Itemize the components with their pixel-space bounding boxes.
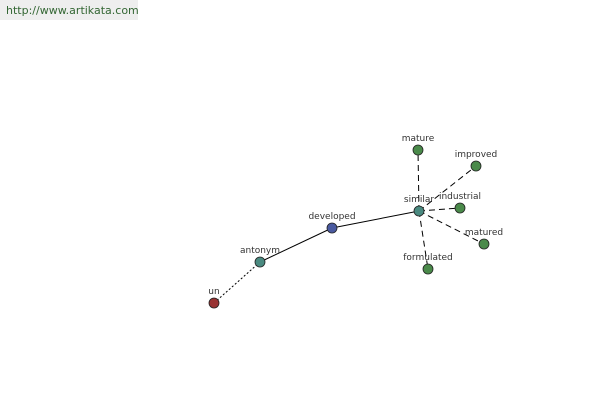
node (454, 202, 466, 214)
edge (418, 165, 477, 212)
edge (417, 149, 420, 212)
node (412, 144, 424, 156)
edge (259, 227, 333, 263)
edge (331, 210, 420, 229)
node-label: improved (455, 150, 498, 160)
node-label: mature (402, 134, 435, 144)
edge (213, 261, 261, 304)
node-label: antonym (240, 246, 280, 256)
node (254, 256, 266, 268)
node-label: matured (465, 228, 503, 238)
edge (418, 207, 461, 212)
edge (418, 210, 485, 245)
node (478, 238, 490, 250)
node (326, 222, 338, 234)
node-label: similar (404, 195, 434, 205)
node-label: developed (308, 212, 355, 222)
node (422, 263, 434, 275)
node (208, 297, 220, 309)
site-url: http://www.artikata.com (0, 0, 139, 20)
node (413, 205, 425, 217)
node (470, 160, 482, 172)
node-label: un (208, 287, 219, 297)
node-label: industrial (439, 192, 481, 202)
node-label: formulated (403, 253, 452, 263)
